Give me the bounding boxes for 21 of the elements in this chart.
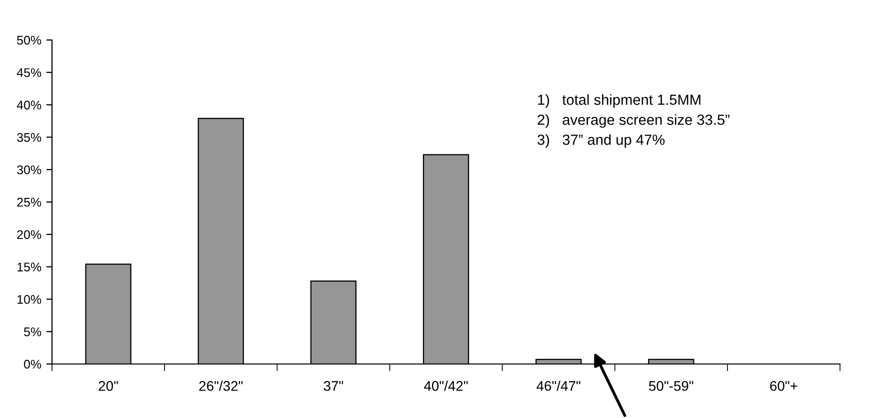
- annotation: 2) average screen size 33.5”: [538, 114, 730, 128]
- x-tick-label: 50"-59": [649, 381, 694, 391]
- y-tick-label: 0%: [24, 360, 42, 369]
- y-tick-label: 10%: [18, 295, 42, 304]
- y-tick-label: 45%: [16, 68, 42, 78]
- x-tick-label: 40"/42": [424, 380, 468, 391]
- x-tick-label: 60"+: [770, 381, 798, 391]
- annotation: 3) 37” and up 47%: [538, 134, 665, 148]
- y-tick-label: 30%: [17, 165, 42, 174]
- x-tick-label: 37": [324, 381, 344, 391]
- y-tick-label: 15%: [18, 262, 42, 272]
- x-tick-label: 46"/47": [536, 380, 580, 391]
- y-tick-label: 20%: [17, 230, 42, 240]
- x-tick-label: 20": [98, 381, 118, 391]
- y-tick-label: 35%: [17, 133, 42, 142]
- x-tick-label: 26"/32": [199, 380, 243, 391]
- annotation: 1) total shipment 1.5MM: [538, 94, 700, 108]
- y-tick-label: 50%: [17, 36, 42, 45]
- y-tick-label: 40%: [16, 100, 42, 110]
- y-tick-label: 25%: [17, 198, 42, 207]
- y-tick-label: 5%: [24, 327, 42, 336]
